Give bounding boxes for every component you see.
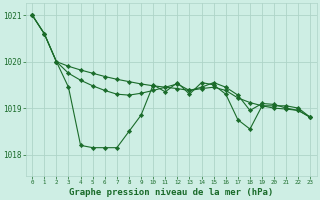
X-axis label: Graphe pression niveau de la mer (hPa): Graphe pression niveau de la mer (hPa) bbox=[69, 188, 274, 197]
